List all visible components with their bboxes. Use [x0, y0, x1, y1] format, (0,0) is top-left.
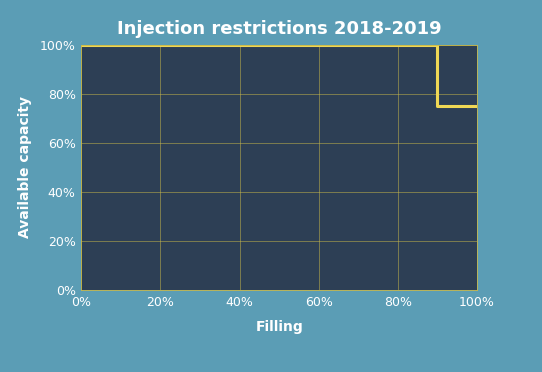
Title: Injection restrictions 2018-2019: Injection restrictions 2018-2019 [117, 19, 441, 38]
Y-axis label: Available capacity: Available capacity [17, 96, 31, 238]
X-axis label: Filling: Filling [255, 320, 303, 334]
